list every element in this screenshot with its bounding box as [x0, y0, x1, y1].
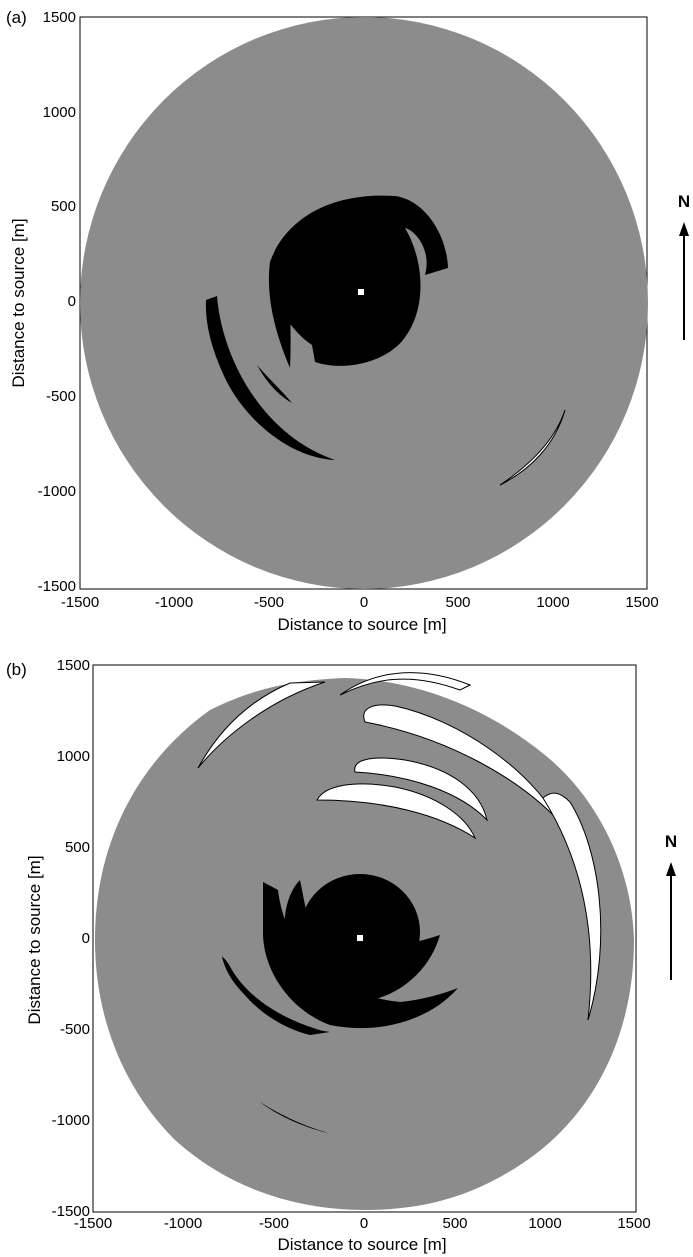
- panel-b-north-label: N: [665, 832, 677, 851]
- panel-a-xtick-label: 500: [445, 594, 470, 611]
- panel-b-xtick-label: -1500: [74, 1215, 112, 1232]
- panel-a-x-axis-title: Distance to source [m]: [277, 615, 446, 634]
- panel-b-white-zone-right: [542, 792, 602, 1021]
- panel-a-central-black-zone: [274, 195, 448, 366]
- panel-a-plot-area: [79, 16, 648, 590]
- panel-b-plot-area: [92, 664, 637, 1213]
- panel-b-xtick-label: -1000: [164, 1215, 202, 1232]
- panel-b-label: (b): [6, 660, 27, 679]
- panel-a-ytick-label: 1000: [43, 104, 76, 121]
- panel-b-xtick-label: 1500: [617, 1215, 650, 1232]
- panel-b-white-zone-top-edge: [339, 672, 472, 696]
- panel-a-north-arrow-icon: N: [678, 192, 690, 340]
- panel-b-white-zone-arc-1: [363, 704, 559, 821]
- panel-a-ytick-label: 1500: [43, 9, 76, 26]
- panel-b-ytick-label: -1500: [52, 1203, 90, 1220]
- panel-a-source-marker: [358, 289, 364, 295]
- panel-b-y-ticks: 1500 1000 500 0 -500 -1000 -1500: [52, 657, 90, 1220]
- panel-b-ytick-label: 1500: [57, 657, 90, 674]
- panel-b: (b) 1500 1000 500: [0, 650, 693, 1257]
- panel-a-ytick-label: -1000: [38, 483, 76, 500]
- panel-a-ytick-label: -1500: [38, 578, 76, 595]
- panel-b-ytick-label: -1000: [52, 1112, 90, 1129]
- panel-a-inner-arc-black-zone: [268, 234, 292, 368]
- panel-b-north-arrow-head: [666, 862, 676, 876]
- panel-b-x-axis-title: Distance to source [m]: [277, 1235, 446, 1254]
- panel-b-xtick-label: 1000: [528, 1215, 561, 1232]
- panel-a-svg: (a) 1500 1000 500 0 -500 -1000 -1500: [6, 8, 690, 634]
- panel-a-y-ticks: 1500 1000 500 0 -500 -1000 -1500: [38, 9, 76, 595]
- panel-b-ytick-label: 0: [82, 930, 90, 947]
- panel-a-small-black-sliver: [257, 365, 292, 403]
- panel-a-y-axis-title: Distance to source [m]: [9, 218, 28, 387]
- panel-a-xtick-label: 0: [360, 594, 368, 611]
- panel-a-left-arc-black-zone: [205, 296, 335, 460]
- panel-b-black-spiral-arm-4: [222, 955, 330, 1035]
- panel-a-xtick-label: -500: [254, 594, 284, 611]
- panel-a-xtick-label: -1500: [61, 594, 99, 611]
- panel-a-label: (a): [6, 8, 27, 27]
- panel-b-y-axis-title: Distance to source [m]: [25, 855, 44, 1024]
- panel-a-north-arrow-head: [679, 222, 689, 236]
- panel-a-ytick-label: 500: [51, 198, 76, 215]
- panel-b-north-arrow-icon: N: [665, 832, 677, 980]
- panel-b-ytick-label: 500: [65, 839, 90, 856]
- panel-b-white-zone-arc-2: [354, 757, 488, 822]
- panel-b-svg: (b) 1500 1000 500: [6, 657, 677, 1254]
- panel-b-x-ticks: -1500 -1000 -500 0 500 1000 1500: [74, 1215, 651, 1232]
- panel-a-ytick-label: -500: [46, 388, 76, 405]
- panel-b-xtick-label: -500: [259, 1215, 289, 1232]
- panel-b-white-zone-arc-3: [316, 783, 477, 840]
- panel-a-x-ticks: -1500 -1000 -500 0 500 1000 1500: [61, 594, 659, 611]
- panel-b-ytick-label: 1000: [57, 748, 90, 765]
- panel-a-north-label: N: [678, 192, 690, 211]
- panel-a: (a) 1500 1000 500 0 -500 -1000 -1500: [6, 8, 690, 634]
- panel-b-xtick-label: 500: [442, 1215, 467, 1232]
- panel-b-white-zone-top-left: [197, 681, 326, 769]
- panel-a-white-zone: [499, 409, 566, 486]
- panel-b-source-marker: [357, 935, 363, 941]
- panel-b-ytick-label: -500: [60, 1021, 90, 1038]
- panel-a-xtick-label: -1000: [155, 594, 193, 611]
- panel-a-xtick-label: 1000: [536, 594, 569, 611]
- panel-b-black-spiral-arm-2: [262, 882, 458, 1029]
- panel-a-ytick-label: 0: [68, 293, 76, 310]
- panel-a-xtick-label: 1500: [625, 594, 658, 611]
- panel-b-xtick-label: 0: [360, 1215, 368, 1232]
